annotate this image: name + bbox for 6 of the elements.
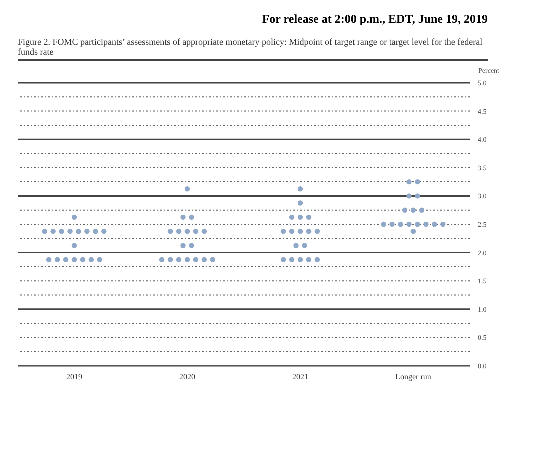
x-tick-label: 2020	[180, 372, 196, 382]
text: For release at 2:00 p.m., EDT, June 19, 2019	[261, 12, 489, 27]
x-tick-label: 2019	[66, 372, 82, 382]
chart-title: Figure 2. FOMC participants’ assessments of appropriate monetary policy: Midpoint of target range or target level for the federal funds rate	[18, 37, 488, 61]
x-tick-label: Longer run	[396, 372, 432, 382]
x-tick-label: 2021	[292, 372, 308, 382]
